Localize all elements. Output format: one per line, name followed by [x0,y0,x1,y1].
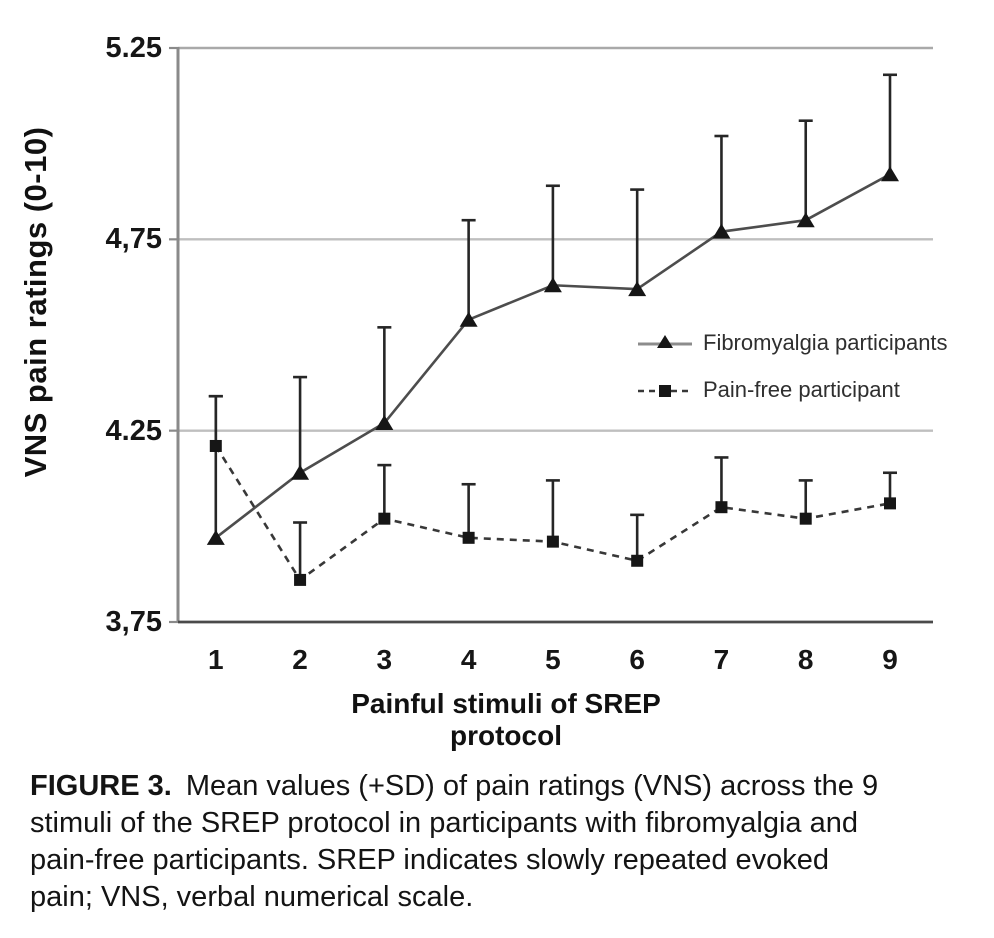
triangle-data-marker [543,277,562,293]
caption-line: stimuli of the SREP protocol in particip… [30,807,858,839]
x-tick-label: 6 [629,644,645,675]
caption-line: pain-free participants. SREP indicates s… [30,844,830,876]
square-data-marker [715,501,728,514]
chart-legend: Fibromyalgia participants Pain-free part… [636,329,948,423]
square-data-marker [378,512,391,525]
x-tick-label: 7 [713,644,730,675]
triangle-data-marker [206,529,225,545]
x-tick-label: 9 [882,644,898,675]
square-data-marker [631,554,644,567]
y-tick-label: 3,75 [105,606,162,638]
legend-item-pain-free: Pain-free participant [636,376,948,404]
triangle-data-marker [291,464,310,480]
legend-item-fibromyalgia: Fibromyalgia participants [636,329,948,357]
x-tick-label: 5 [545,644,561,675]
triangle-data-marker [712,223,731,239]
legend-label-pain-free: Pain-free participant [703,377,900,402]
x-tick-label: 8 [797,644,814,675]
x-axis-title: Painful stimuli of SREP protocol [351,688,661,751]
figure-caption-label: FIGURE 3. [30,770,172,802]
caption-text: Mean values (+SD) of pain ratings (VNS) … [185,770,879,802]
triangle-data-marker [796,212,815,228]
square-data-marker [884,497,896,510]
square-data-marker [799,512,812,525]
y-tick-label: 4.25 [105,414,162,447]
square-data-marker [546,535,559,548]
square-data-marker [209,439,222,452]
square-data-marker [462,531,475,544]
caption-line: pain; VNS, verbal numerical scale. [30,881,474,913]
x-tick-label: 2 [292,644,308,675]
caption-line: FIGURE 3. Mean values (+SD) of pain ratin… [30,768,970,805]
figure-caption: FIGURE 3. Mean values (+SD) of pain ratin… [30,768,970,916]
dashed-line-square-marker-icon [638,385,692,397]
triangle-data-marker [881,166,899,182]
triangle-data-marker [375,415,394,431]
pain-ratings-line-chart [169,46,933,624]
triangle-data-marker [459,311,478,327]
y-tick-label: 4,75 [105,223,162,256]
triangle-data-marker [628,281,647,297]
x-tick-label: 4 [460,644,477,675]
x-tick-label: 1 [208,644,224,675]
square-data-marker [294,573,307,586]
solid-line-triangle-marker-icon [638,335,692,348]
legend-label-fibromyalgia: Fibromyalgia participants [703,330,948,355]
y-tick-label: 5.25 [105,32,162,64]
x-tick-label: 3 [376,644,393,675]
